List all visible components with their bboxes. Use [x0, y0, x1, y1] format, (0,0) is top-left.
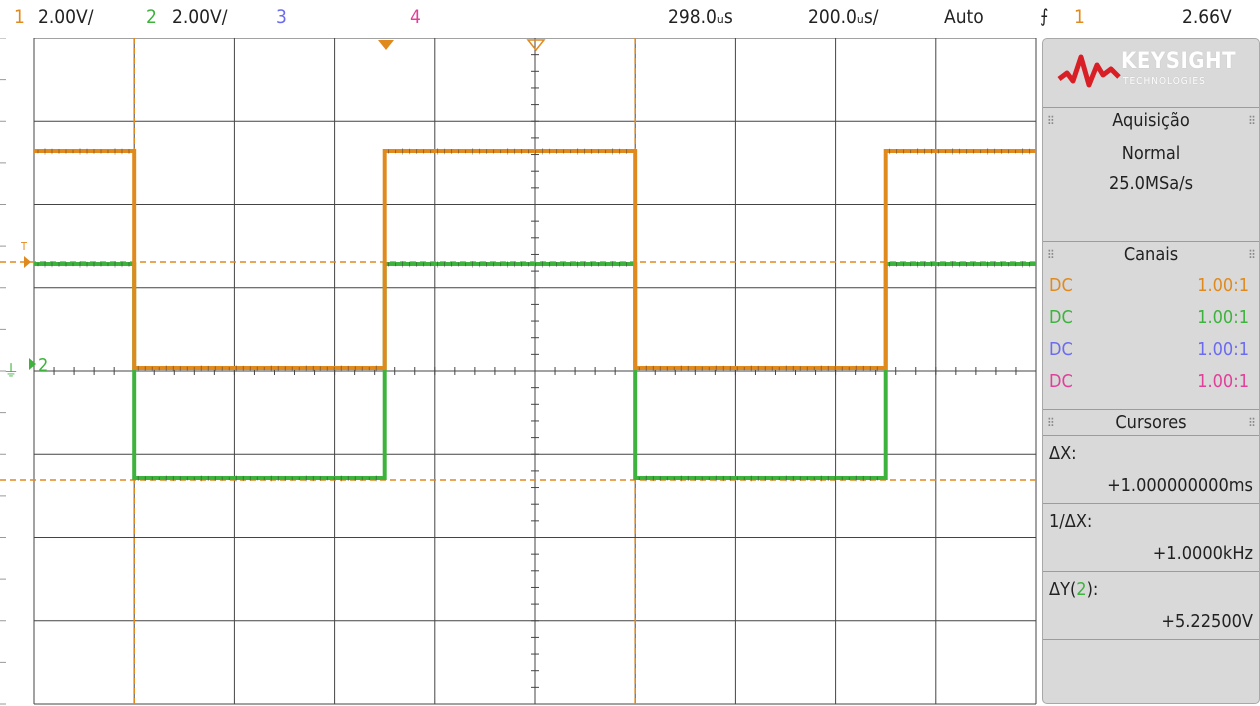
channels-title: Canais	[1123, 244, 1179, 265]
channel-coupling: DC	[1049, 307, 1073, 328]
drag-handle-icon[interactable]: ⠿	[1248, 248, 1256, 262]
trigger-edge-icon[interactable]: ⨍	[1040, 6, 1049, 27]
channel-coupling: DC	[1049, 371, 1073, 392]
delta-x-label: ΔX:	[1049, 443, 1077, 464]
acquisition-mode: Normal	[1121, 143, 1181, 164]
channel-probe-ratio: 1.00:1	[1197, 275, 1249, 296]
inverse-delta-x-value: +1.0000kHz	[1152, 543, 1253, 564]
sample-rate: 25.0MSa/s	[1108, 173, 1194, 194]
status-bar: 1 2.00V/ 2 2.00V/ 3 4 298.0ᵤs 200.0ᵤs/ A…	[0, 0, 1260, 38]
keysight-logo: KEYSIGHT TECHNOLOGIES	[1049, 43, 1253, 103]
drag-handle-icon[interactable]: ⠿	[1047, 248, 1055, 262]
channel-row-4[interactable]: DC 1.00:1	[1049, 371, 1253, 393]
ch1-scale[interactable]: 2.00V/	[38, 6, 94, 28]
screen-markers: T ⏚ 2	[3, 39, 546, 380]
trigger-mode[interactable]: Auto	[944, 6, 984, 28]
drag-handle-icon[interactable]: ⠿	[1047, 114, 1055, 128]
ch2-ground-arrow-icon[interactable]	[29, 358, 36, 370]
channel-probe-ratio: 1.00:1	[1197, 371, 1249, 392]
trigger-level-marker[interactable]: T	[20, 240, 28, 253]
drag-handle-icon[interactable]: ⠿	[1248, 416, 1256, 430]
cursors-title: Cursores	[1115, 412, 1187, 433]
channels-header[interactable]: ⠿ Canais ⠿	[1043, 241, 1259, 268]
acquisition-title: Aquisição	[1112, 110, 1190, 131]
delta-y-value: +5.22500V	[1161, 611, 1253, 632]
delta-y-label: ΔY(2):	[1049, 579, 1253, 600]
ch2-number[interactable]: 2	[146, 6, 157, 28]
ch2-ground-icon[interactable]: ⏚	[3, 361, 19, 380]
channel-probe-ratio: 1.00:1	[1197, 339, 1249, 360]
trigger-level[interactable]: 2.66V	[1182, 6, 1232, 28]
ch2-waveform	[34, 262, 1036, 480]
ch2-scale[interactable]: 2.00V/	[172, 6, 228, 28]
time-delay[interactable]: 298.0ᵤs	[668, 6, 733, 28]
inverse-delta-x-label: 1/ΔX:	[1049, 511, 1093, 532]
trigger-source[interactable]: 1	[1074, 6, 1085, 28]
channel-row-1[interactable]: DC 1.00:1	[1049, 275, 1253, 297]
trigger-level-arrow-icon[interactable]	[24, 256, 31, 268]
channel-coupling: DC	[1049, 275, 1073, 296]
trigger-position-icon[interactable]	[378, 40, 394, 50]
waveform-display[interactable]: T ⏚ 2	[0, 38, 1042, 706]
delta-y-suffix: ):	[1086, 579, 1099, 600]
cursors-header[interactable]: ⠿ Cursores ⠿	[1043, 409, 1259, 436]
brand-name: KEYSIGHT	[1121, 49, 1237, 74]
ch4-number[interactable]: 4	[410, 6, 421, 28]
ch1-waveform	[34, 149, 1036, 370]
keysight-wave-icon	[1057, 54, 1121, 88]
channel-coupling: DC	[1049, 339, 1073, 360]
delta-y-prefix: ΔY(	[1049, 579, 1077, 600]
channel-row-3[interactable]: DC 1.00:1	[1049, 339, 1253, 361]
ch2-ground-marker[interactable]: 2	[38, 355, 48, 376]
traces	[34, 148, 1036, 482]
graticule	[0, 38, 1037, 705]
drag-handle-icon[interactable]: ⠿	[1248, 114, 1256, 128]
delta-y-channel: 2	[1076, 579, 1087, 600]
brand-sub: TECHNOLOGIES	[1123, 76, 1206, 87]
delay-reference-icon[interactable]	[526, 39, 546, 52]
time-scale[interactable]: 200.0ᵤs/	[808, 6, 879, 28]
ch1-number[interactable]: 1	[14, 6, 25, 28]
channel-probe-ratio: 1.00:1	[1197, 307, 1249, 328]
ch3-number[interactable]: 3	[276, 6, 287, 28]
drag-handle-icon[interactable]: ⠿	[1047, 416, 1055, 430]
side-panel: KEYSIGHT TECHNOLOGIES ⠿ Aquisição ⠿ Norm…	[1042, 38, 1260, 704]
acquisition-header[interactable]: ⠿ Aquisição ⠿	[1043, 107, 1259, 134]
delta-x-value: +1.000000000ms	[1107, 475, 1253, 496]
channel-row-2[interactable]: DC 1.00:1	[1049, 307, 1253, 329]
